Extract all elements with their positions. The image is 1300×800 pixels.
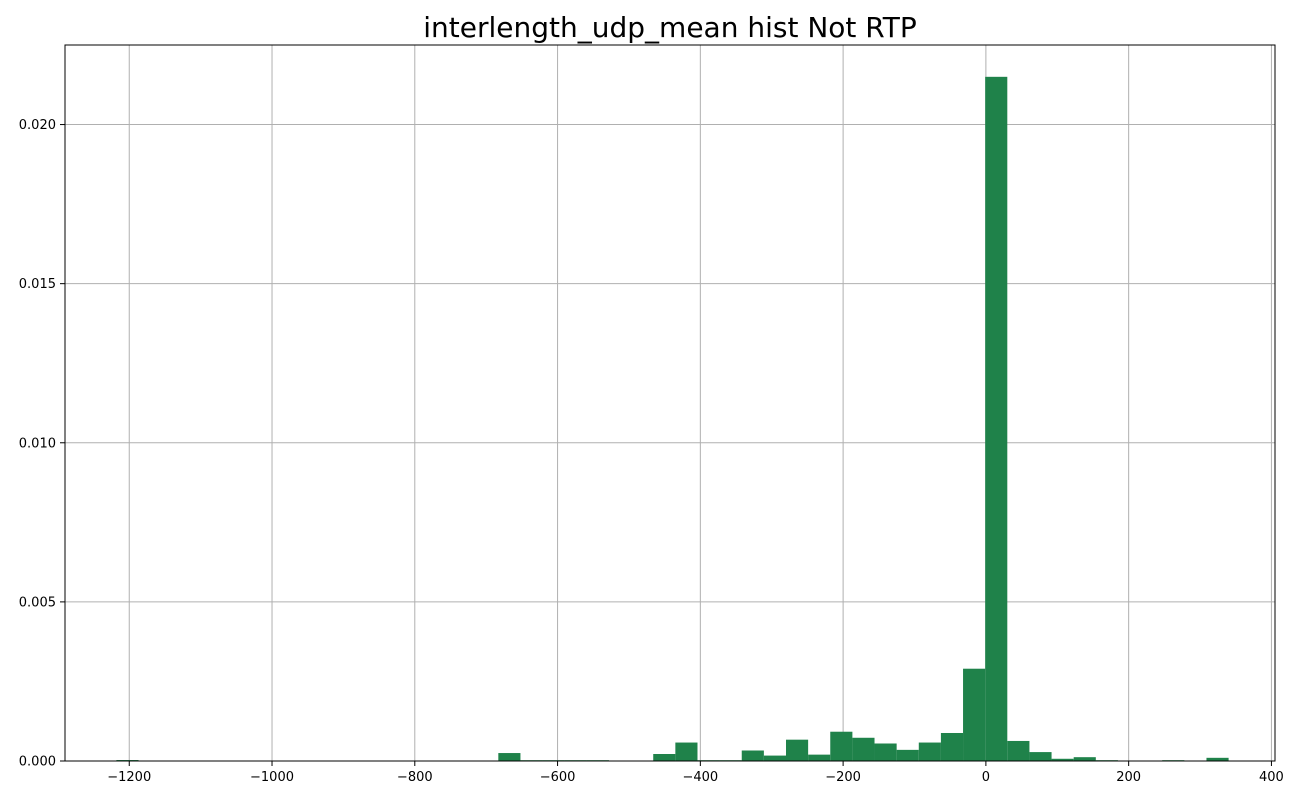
histogram-bar [741, 750, 764, 761]
histogram-bar [786, 739, 809, 761]
histogram-bar [653, 753, 676, 761]
histogram-bar [896, 749, 919, 761]
x-tick-label: 200 [1116, 770, 1141, 785]
histogram-bar [940, 732, 964, 761]
histogram-bar [852, 737, 875, 761]
histogram-bar [1007, 740, 1030, 761]
y-tick-label: 0.005 [19, 595, 56, 610]
y-tick-label: 0.020 [19, 118, 56, 133]
x-tick-label: 0 [982, 770, 990, 785]
y-tick-label: 0.000 [19, 755, 56, 770]
x-tick-label: 400 [1259, 770, 1284, 785]
y-tick-label: 0.015 [19, 277, 56, 292]
x-axis-ticks: −1200 −1000 −800 −600 −400 −200 0 200 400 [107, 761, 1284, 785]
histogram-bar [874, 743, 897, 761]
histogram-bar [1206, 757, 1229, 761]
plot-frame [64, 44, 1276, 762]
x-tick-label: −1000 [250, 770, 294, 785]
histogram-bars [116, 76, 1229, 762]
y-tick-label: 0.010 [19, 436, 56, 451]
y-axis-ticks: 0.000 0.005 0.010 0.015 0.020 [19, 118, 65, 770]
histogram-bar [1073, 757, 1096, 761]
x-tick-label: −400 [682, 770, 718, 785]
x-tick-label: −1200 [107, 770, 151, 785]
histogram-bar [763, 755, 787, 761]
histogram-bar [918, 742, 941, 761]
histogram-bar [830, 731, 853, 761]
histogram-bar [1029, 752, 1052, 761]
histogram-bar [808, 754, 831, 761]
grid-lines [65, 45, 1275, 762]
histogram-bar [498, 753, 521, 761]
x-tick-label: −200 [825, 770, 861, 785]
chart-title: interlength_udp_mean hist Not RTP [423, 11, 916, 44]
histogram-bar [963, 668, 986, 761]
x-tick-label: −800 [397, 770, 433, 785]
histogram-bar [1051, 758, 1074, 761]
histogram-bar [675, 742, 698, 761]
histogram-bar [985, 76, 1008, 762]
x-tick-label: −600 [540, 770, 576, 785]
